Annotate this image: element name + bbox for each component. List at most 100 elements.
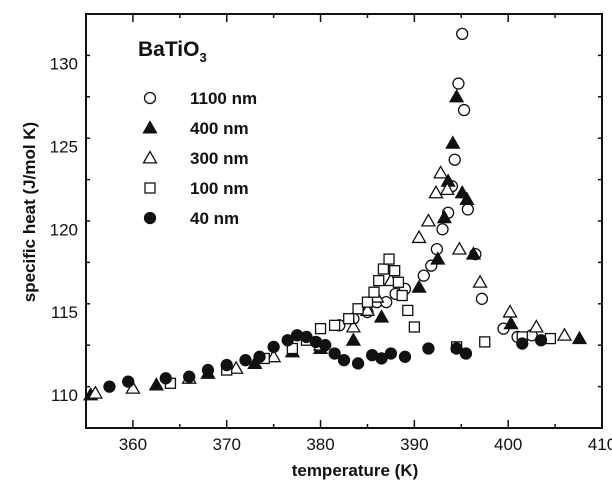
data-point	[408, 321, 421, 333]
data-point	[343, 313, 355, 325]
legend-marker	[142, 150, 158, 164]
legend-marker	[142, 120, 158, 134]
x-tick-label: 410	[588, 435, 612, 454]
data-point	[148, 377, 164, 391]
data-point	[502, 304, 518, 318]
data-point	[396, 289, 408, 302]
data-point	[383, 253, 395, 265]
data-point	[345, 319, 362, 333]
data-point	[220, 358, 233, 372]
data-point	[456, 27, 469, 41]
data-point	[459, 191, 475, 205]
data-point	[392, 276, 405, 288]
data-point	[368, 286, 380, 298]
data-point	[373, 274, 385, 287]
data-point	[571, 330, 588, 345]
data-point	[556, 327, 573, 341]
data-point	[267, 340, 280, 354]
data-point	[417, 269, 430, 282]
data-point	[452, 77, 465, 90]
data-point	[459, 347, 473, 360]
data-point	[375, 352, 388, 365]
data-point	[516, 337, 529, 350]
data-point	[359, 302, 376, 316]
data-point	[314, 322, 327, 335]
data-point	[281, 334, 294, 347]
data-point	[436, 209, 453, 224]
data-point	[528, 319, 544, 333]
data-point	[253, 350, 266, 363]
x-tick-label: 370	[213, 435, 241, 454]
data-point	[457, 103, 471, 117]
series-40-nm	[103, 329, 548, 393]
data-point	[402, 304, 414, 317]
data-point	[472, 274, 488, 288]
data-point	[422, 342, 435, 355]
y-axis-label: specific heat (J/mol K)	[20, 122, 39, 302]
series-300-nm	[87, 165, 573, 399]
legend-marker	[143, 211, 157, 225]
data-point	[475, 292, 489, 305]
data-point	[448, 88, 465, 103]
data-point	[451, 241, 468, 255]
data-point	[201, 363, 215, 377]
data-point	[411, 229, 427, 244]
data-point	[398, 350, 412, 363]
data-point	[430, 251, 446, 265]
series-1100-nm	[333, 27, 538, 344]
x-axis-label: temperature (K)	[292, 461, 419, 480]
data-point	[328, 347, 341, 360]
data-point	[389, 265, 401, 277]
data-point	[448, 153, 461, 166]
data-point	[337, 353, 351, 367]
legend-label: 100 nm	[190, 179, 249, 198]
legend-label: 40 nm	[190, 209, 239, 228]
data-point	[239, 353, 252, 367]
data-point	[439, 181, 455, 196]
data-point	[300, 330, 313, 344]
data-point	[328, 319, 341, 331]
data-points	[83, 27, 588, 401]
legend: 1100 nm 400 nm 300 nm 100 nm 40 nm	[142, 89, 257, 228]
data-point	[433, 165, 449, 179]
data-point	[361, 296, 374, 308]
data-point	[228, 360, 244, 374]
data-point	[461, 203, 474, 216]
legend-marker	[143, 91, 157, 105]
legend-label: 1100 nm	[190, 89, 257, 108]
data-point	[445, 135, 461, 149]
data-point	[428, 185, 444, 199]
data-point	[384, 347, 398, 360]
data-point	[159, 372, 172, 385]
data-point	[345, 332, 362, 346]
data-point	[103, 380, 116, 393]
y-tick-label: 130	[50, 55, 78, 74]
ticks: 360 370 380 390 400 410 110 115 120 125 130	[50, 13, 612, 454]
data-point	[183, 370, 196, 383]
data-point	[465, 246, 482, 260]
data-point	[479, 336, 491, 348]
y-tick-label: 125	[50, 137, 78, 156]
y-tick-label: 110	[51, 386, 78, 405]
y-tick-label: 115	[51, 303, 78, 322]
x-tick-label: 400	[494, 435, 522, 454]
legend-label: 300 nm	[190, 149, 249, 168]
chart-title: BaTiO3	[138, 38, 207, 65]
data-point	[411, 279, 427, 293]
data-point	[534, 334, 548, 347]
data-point	[319, 339, 332, 352]
data-point	[122, 375, 135, 388]
data-point	[420, 213, 437, 227]
data-point	[436, 223, 449, 236]
legend-label: 400 nm	[190, 119, 249, 138]
data-point	[503, 315, 519, 330]
data-point	[377, 263, 390, 275]
y-tick-label: 120	[50, 220, 78, 239]
data-point	[87, 385, 104, 399]
data-point	[450, 342, 463, 355]
data-point	[351, 357, 365, 370]
x-tick-label: 390	[400, 435, 428, 454]
legend-marker	[144, 182, 156, 194]
data-point	[373, 309, 390, 323]
